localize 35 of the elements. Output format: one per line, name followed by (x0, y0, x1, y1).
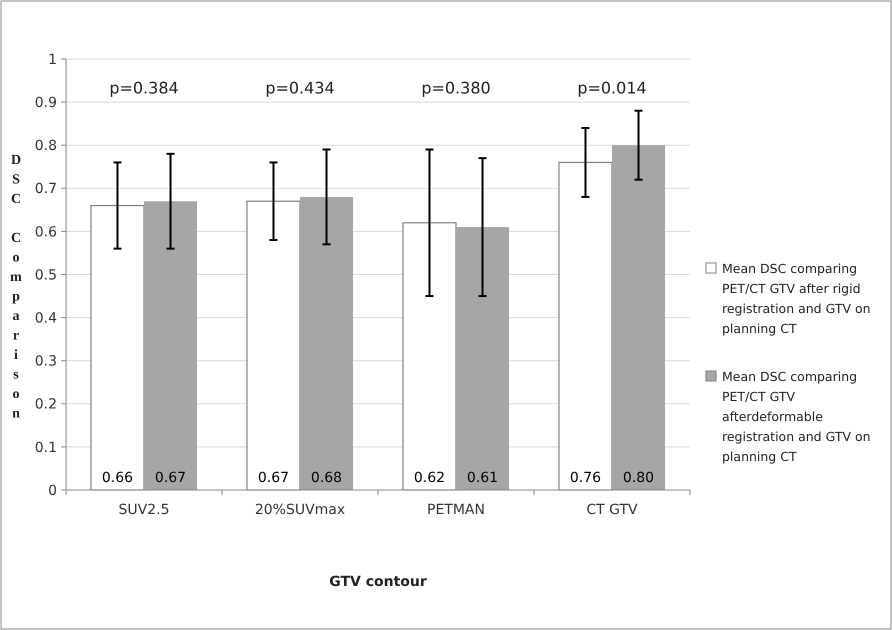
text: DSC Comparison (10, 153, 22, 422)
text: 0.76 (570, 470, 602, 486)
y-tick-label: 0.1 (34, 440, 57, 456)
text: 0.62 (414, 470, 446, 486)
text: 0.67 (258, 470, 290, 486)
x-tick-label: 20%SUVmax (254, 502, 346, 518)
x-tick-label: PETMAN (427, 502, 485, 518)
text: 0.66 (102, 470, 134, 486)
annotation: p=0.434 (265, 78, 335, 98)
y-tick-label: 0.6 (34, 224, 58, 240)
y-tick-label: 1 (48, 52, 57, 68)
text: 0.80 (622, 470, 654, 486)
bar (612, 145, 666, 490)
text: 0.67 (154, 470, 186, 486)
x-axis-title: GTV contour (329, 574, 427, 590)
text: 0.68 (310, 470, 342, 486)
legend-label: Mean DSC comparing PET/CT GTV afterdeformable registration and GTV on planning CT (722, 369, 871, 464)
x-tick-label: CT GTV (586, 502, 638, 518)
y-tick-label: 0.2 (34, 396, 57, 413)
annotation: p=0.014 (577, 78, 647, 98)
y-tick-label: 0.8 (34, 138, 57, 154)
y-tick-label: 0.7 (34, 181, 57, 198)
bar (300, 196, 354, 490)
y-tick-label: 0.9 (34, 95, 57, 111)
bar (456, 227, 510, 490)
text: 0.61 (466, 470, 498, 486)
x-tick-label: SUV2.5 (118, 502, 170, 518)
y-tick-label: 0 (48, 482, 57, 499)
y-tick-label: 0.4 (34, 310, 58, 326)
y-tick-label: 0.3 (34, 354, 57, 370)
y-tick-label: 0.5 (34, 267, 57, 284)
bar (144, 201, 198, 490)
annotation: p=0.380 (421, 78, 491, 98)
legend-label: Mean DSC comparing PET/CT GTV after rigid registration and GTV on planning CT (722, 261, 871, 336)
annotation: p=0.384 (109, 78, 179, 98)
